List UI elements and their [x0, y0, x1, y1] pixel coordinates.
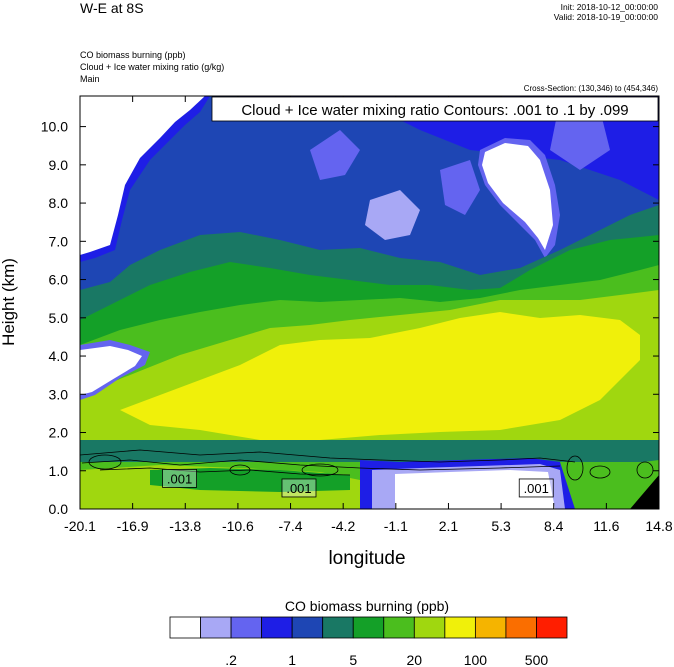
x-tick-label: 11.6 [593, 518, 619, 534]
plot-title: W-E at 8S [80, 0, 144, 16]
colorbar: .2 1 5 20 100 500 [169, 616, 568, 667]
y-tick-label: 6.0 [49, 272, 69, 288]
colorbar-swatch [505, 616, 537, 639]
y-axis: 0.0 1.0 2.0 3.0 4.0 5.0 6.0 7.0 8.0 9.0 10.0 [41, 119, 659, 517]
x-tick-label: -16.9 [117, 518, 149, 534]
colorbar-label: 1 [288, 652, 296, 667]
x-tick-label: -13.8 [169, 518, 201, 534]
init-time: Init: 2018-10-12_00:00:00 [560, 2, 658, 12]
y-tick-label: 4.0 [49, 348, 69, 364]
x-tick-label: -20.1 [64, 518, 96, 534]
y-tick-label: 0.0 [49, 501, 69, 517]
colorbar-label: 20 [407, 652, 423, 667]
colorbar-swatch [352, 616, 385, 639]
x-tick-label: 8.4 [544, 518, 564, 534]
colorbar-swatch [169, 616, 201, 639]
colorbar-label: 100 [464, 652, 488, 667]
colorbar-swatch [413, 616, 446, 639]
contour-label-box [162, 469, 197, 488]
y-tick-label: 7.0 [49, 233, 69, 249]
x-tick-label: -10.6 [222, 518, 254, 534]
contour-label: .001 [167, 471, 192, 486]
colorbar-swatch [536, 616, 568, 639]
contour-title: Cloud + Ice water mixing ratio Contours:… [241, 102, 628, 119]
contour-labels: .001 .001 .001 [162, 469, 554, 498]
colorbar-swatch [261, 616, 293, 639]
colorbar-swatch [200, 616, 232, 639]
colorbar-swatch [230, 616, 263, 639]
x-tick-label: 5.3 [491, 518, 511, 534]
contour-label-box [518, 478, 554, 498]
x-tick-label: -7.4 [278, 518, 302, 534]
contour-label-box [281, 478, 317, 498]
x-axis: -20.1 -16.9 -13.8 -10.6 -7.4 -4.2 -1.1 2.1 5.3 8.… [64, 96, 673, 534]
field-name-cloud: Cloud + Ice water mixing ratio (g/kg) [80, 62, 225, 72]
colorbar-swatch [291, 616, 324, 639]
contour-label: .001 [286, 481, 311, 496]
y-tick-label: 9.0 [49, 157, 69, 173]
colorbar-swatch [322, 616, 354, 639]
colorbar-label: 500 [525, 652, 549, 667]
colorbar-label: 5 [349, 652, 357, 667]
colorbar-label: .2 [225, 652, 237, 667]
x-tick-label: -4.2 [331, 518, 355, 534]
colorbar-title: CO biomass burning (ppb) [285, 598, 449, 614]
colorbar-swatch [383, 616, 415, 639]
valid-time: Valid: 2018-10-19_00:00:00 [553, 12, 658, 22]
cloud-contours [80, 449, 654, 481]
contour-title-box [211, 96, 659, 122]
y-axis-label: Height (km) [0, 258, 18, 346]
y-tick-label: 8.0 [49, 195, 69, 211]
colorbar-swatch [444, 616, 476, 639]
cross-section-label: Cross-Section: (130,346) to (454,346) [523, 84, 658, 93]
field-name-main: Main [80, 74, 100, 84]
filled-contours [80, 96, 659, 509]
x-tick-label: 2.1 [439, 518, 459, 534]
init-valid-times: Init: 2018-10-12_00:00:00 Valid: 2018-10… [554, 2, 658, 22]
y-tick-label: 10.0 [41, 119, 68, 135]
plot-frame [79, 95, 660, 510]
y-tick-label: 5.0 [49, 310, 69, 326]
field-name-co: CO biomass burning (ppb) [80, 50, 186, 60]
x-tick-label: 14.8 [645, 518, 672, 534]
x-tick-label: -1.1 [384, 518, 408, 534]
y-tick-label: 3.0 [49, 386, 69, 402]
y-tick-label: 1.0 [49, 463, 69, 479]
contour-label: .001 [524, 481, 549, 496]
colorbar-swatch [474, 616, 507, 639]
y-tick-label: 2.0 [49, 425, 69, 441]
x-axis-label: longitude [328, 548, 405, 569]
